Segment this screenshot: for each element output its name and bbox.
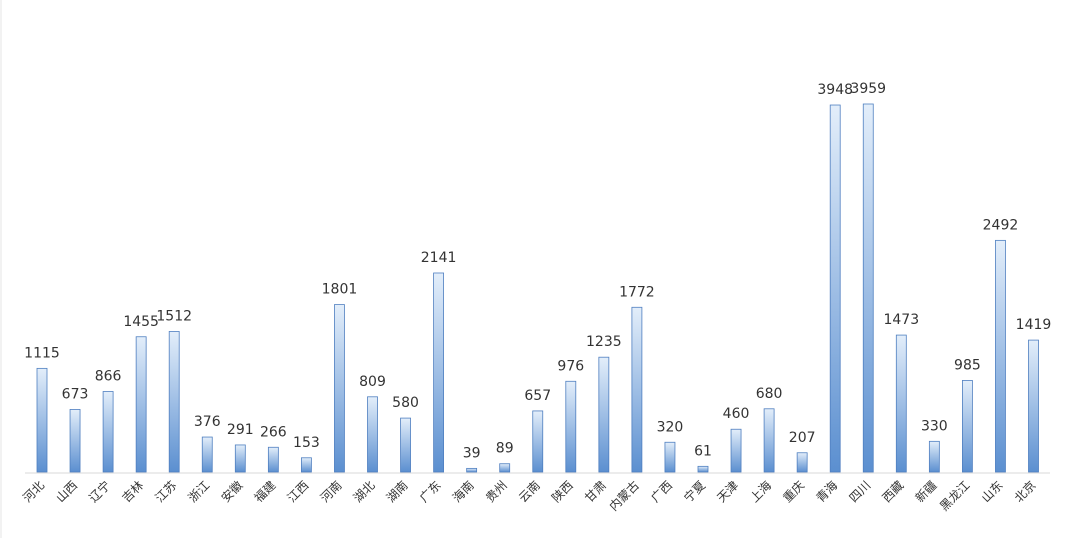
value-label-江西: 153 <box>293 435 320 451</box>
bars-group <box>36 103 1039 473</box>
value-label-山东: 2492 <box>983 217 1019 233</box>
category-label-湖北: 湖北 <box>350 478 378 506</box>
value-label-内蒙古: 1772 <box>619 284 655 300</box>
value-label-河南: 1801 <box>322 282 358 298</box>
value-label-湖南: 580 <box>392 395 419 411</box>
category-label-河南: 河南 <box>317 478 345 506</box>
category-label-广东: 广东 <box>417 478 444 505</box>
category-label-山东: 山东 <box>979 478 1006 505</box>
category-label-河北: 河北 <box>20 478 47 505</box>
category-label-重庆: 重庆 <box>780 478 807 505</box>
bar-河南 <box>334 304 345 473</box>
bar-西藏 <box>895 334 907 473</box>
value-label-广东: 2141 <box>421 250 457 266</box>
category-label-陕西: 陕西 <box>548 478 576 506</box>
bar-内蒙古 <box>631 306 643 473</box>
category-label-湖南: 湖南 <box>383 478 411 506</box>
value-label-宁夏: 61 <box>694 443 712 459</box>
value-label-广西: 320 <box>657 419 684 435</box>
bar-安徽 <box>234 444 246 473</box>
value-label-陕西: 976 <box>557 358 584 374</box>
category-label-上海: 上海 <box>747 478 775 506</box>
value-label-山西: 673 <box>62 386 89 402</box>
category-label-西藏: 西藏 <box>880 478 907 505</box>
value-label-浙江: 376 <box>194 414 221 430</box>
value-label-北京: 1419 <box>1016 317 1052 333</box>
bar-福建 <box>267 446 279 473</box>
value-label-福建: 266 <box>260 424 287 440</box>
category-label-辽宁: 辽宁 <box>86 478 114 506</box>
bar-青海 <box>829 104 841 473</box>
value-label-海南: 39 <box>463 445 481 461</box>
value-label-云南: 657 <box>524 388 551 404</box>
bar-贵州 <box>499 463 511 473</box>
bar-四川 <box>862 103 874 473</box>
category-label-浙江: 浙江 <box>185 478 212 505</box>
category-label-山西: 山西 <box>53 478 80 505</box>
value-label-西藏: 1473 <box>883 312 919 328</box>
bar-河北 <box>36 367 48 473</box>
bar-江苏 <box>168 331 180 473</box>
value-label-辽宁: 866 <box>95 369 122 385</box>
bar-重庆 <box>796 452 808 473</box>
category-label-贵州: 贵州 <box>483 478 510 505</box>
bar-广东 <box>433 272 445 473</box>
value-label-黑龙江: 985 <box>954 357 981 373</box>
category-label-甘肃: 甘肃 <box>582 478 609 505</box>
bar-甘肃 <box>598 356 610 473</box>
category-label-四川: 四川 <box>846 478 873 505</box>
value-label-青海: 3948 <box>817 82 853 98</box>
category-label-云南: 云南 <box>515 478 543 506</box>
bar-江西 <box>300 457 312 473</box>
bar-湖南 <box>400 417 411 473</box>
category-label-新疆: 新疆 <box>912 478 940 506</box>
bar-天津 <box>730 428 742 473</box>
category-label-福建: 福建 <box>251 478 279 506</box>
value-label-重庆: 207 <box>789 430 816 446</box>
bar-山东 <box>995 239 1006 473</box>
category-label-江西: 江西 <box>285 478 312 505</box>
category-label-海南: 海南 <box>449 478 477 506</box>
category-label-黑龙江: 黑龙江 <box>937 478 972 513</box>
category-label-北京: 北京 <box>1012 478 1039 505</box>
value-label-天津: 460 <box>723 406 750 422</box>
value-label-上海: 680 <box>756 386 783 402</box>
bar-云南 <box>532 410 544 473</box>
value-label-河北: 1115 <box>24 345 60 361</box>
value-label-安徽: 291 <box>227 422 254 438</box>
bar-宁夏 <box>697 465 709 473</box>
value-label-湖北: 809 <box>359 374 386 390</box>
value-label-甘肃: 1235 <box>586 334 622 350</box>
bar-广西 <box>664 441 676 473</box>
bar-黑龙江 <box>962 380 973 473</box>
bar-上海 <box>763 408 775 473</box>
bar-浙江 <box>201 436 213 473</box>
value-label-吉林: 1455 <box>123 314 159 330</box>
category-label-宁夏: 宁夏 <box>681 478 709 506</box>
category-label-内蒙古: 内蒙古 <box>606 478 642 514</box>
value-label-新疆: 330 <box>921 418 948 434</box>
value-label-贵州: 89 <box>496 441 514 457</box>
bar-山西 <box>69 409 81 473</box>
category-label-广西: 广西 <box>648 478 675 505</box>
category-label-安徽: 安徽 <box>218 478 246 506</box>
bar-新疆 <box>928 440 940 473</box>
category-label-天津: 天津 <box>714 478 741 505</box>
category-label-吉林: 吉林 <box>119 478 146 505</box>
bar-湖北 <box>367 396 378 473</box>
bar-北京 <box>1028 339 1039 473</box>
bar-陕西 <box>565 380 577 473</box>
bar-海南 <box>466 467 478 473</box>
bar-吉林 <box>135 336 147 473</box>
category-label-青海: 青海 <box>813 478 841 506</box>
category-label-江苏: 江苏 <box>152 478 179 505</box>
category-labels-group: 河北 山西 辽宁 吉林 江苏 浙江 安徽 福建 江西 河南 湖北 湖南 广东 海南 贵州 云南 陕西 甘肃内蒙古广… <box>20 478 1038 514</box>
bar-辽宁 <box>102 391 114 473</box>
value-label-江苏: 1512 <box>156 308 192 324</box>
value-label-四川: 3959 <box>850 81 886 97</box>
